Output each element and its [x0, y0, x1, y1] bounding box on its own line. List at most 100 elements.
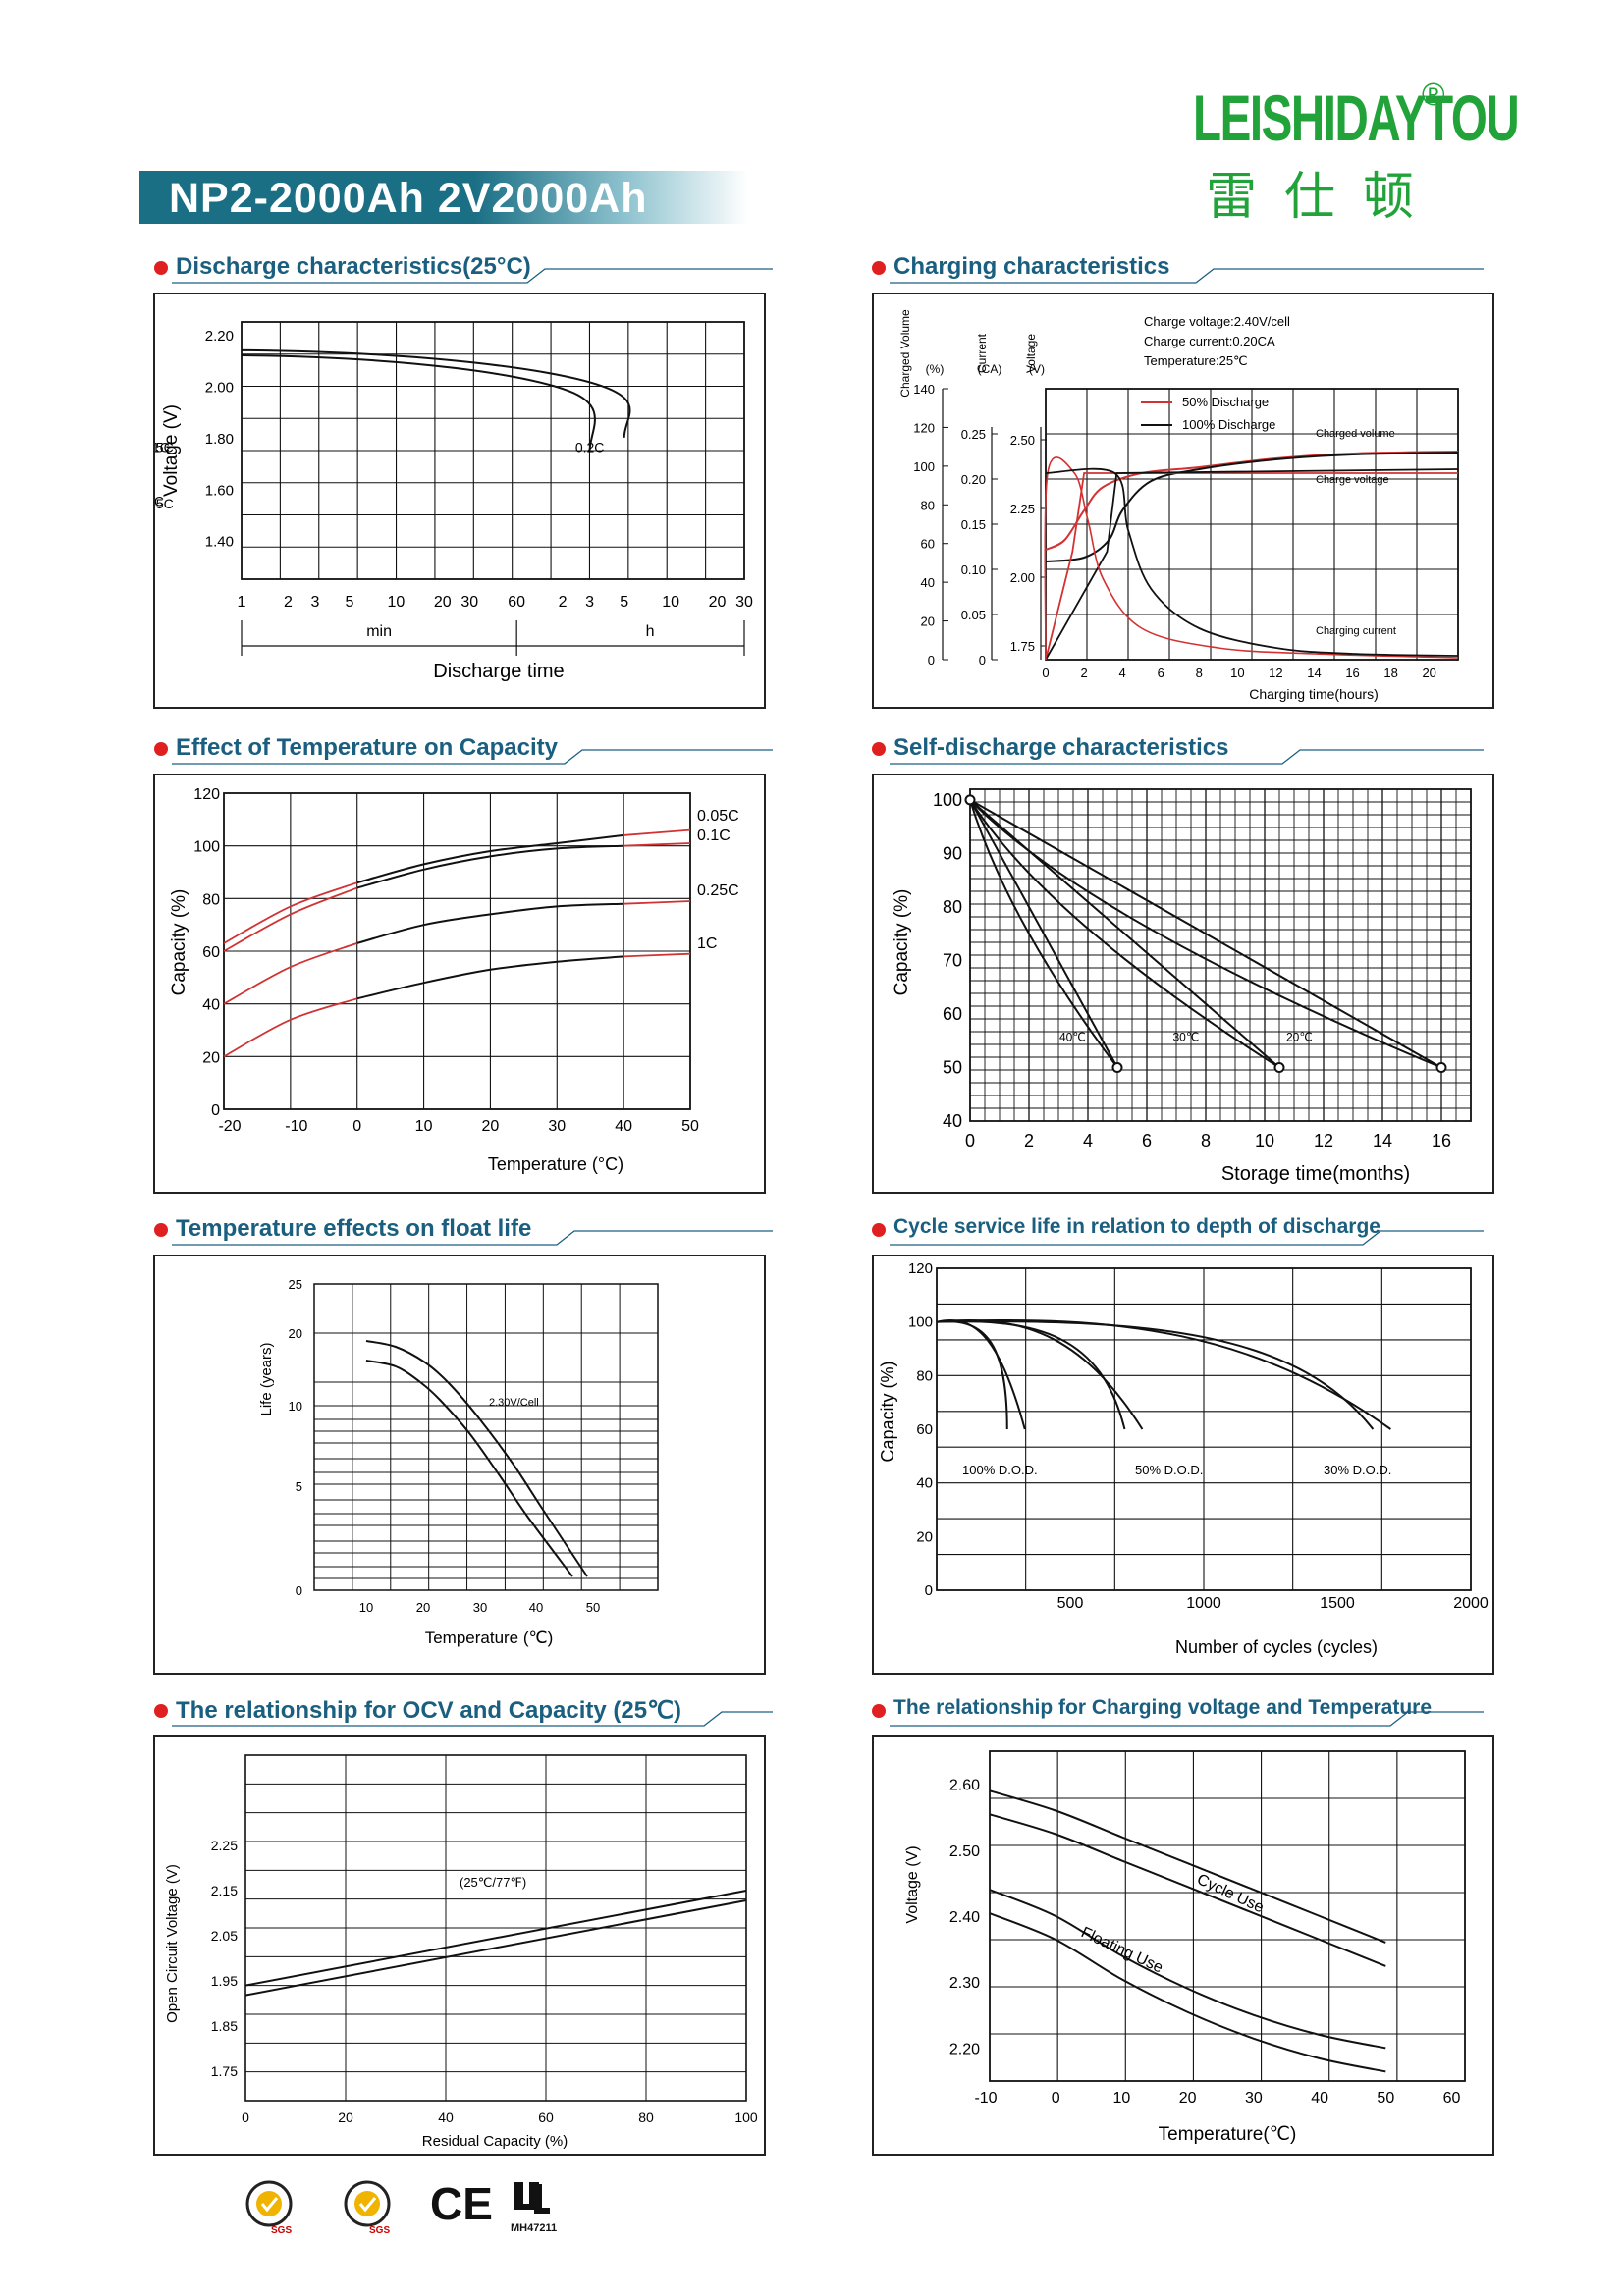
- discharge-curve: [241, 354, 596, 452]
- voltage-curve-upper: [989, 1789, 1386, 1944]
- charge-voltage-50: [1045, 472, 1458, 661]
- x-tick-label: 12: [1314, 1131, 1333, 1150]
- chart-temp-capacity: 120 100 80 60 40 20 0 -20 -10 0 10 20 30 40 50 Capacity…: [153, 774, 766, 1194]
- charge-info: Charge voltage:2.40V/cell: [1144, 314, 1290, 329]
- x-tick-label: 10: [1255, 1131, 1274, 1150]
- y-tick-label: 100: [913, 459, 935, 474]
- annotation: (25℃/77℉): [460, 1875, 526, 1890]
- x-tick-label: -10: [285, 1118, 307, 1135]
- plot-area: [989, 1750, 1466, 2082]
- section-title: Effect of Temperature on Capacity: [176, 734, 558, 761]
- x-tick-label: 20: [416, 1600, 430, 1615]
- y-tick-label: 1.40: [205, 534, 234, 551]
- x-tick-label: 10: [1113, 2090, 1131, 2107]
- x-tick-label: 0: [352, 1118, 361, 1135]
- series-label: 20℃: [1286, 1031, 1313, 1044]
- y-tick-label: 80: [921, 498, 935, 512]
- axis-header: Current: [975, 333, 989, 373]
- x-tick-label: 0: [1052, 2090, 1060, 2107]
- x-tick-label: 3: [310, 594, 319, 611]
- x-tick-label: 60: [538, 2109, 554, 2125]
- x-axis-label: Temperature (℃): [425, 1629, 554, 1647]
- float-life-curve: [365, 1340, 588, 1577]
- title-banner: NP2-2000Ah 2V2000Ah: [139, 171, 748, 224]
- ul-code: MH47211: [511, 2222, 557, 2234]
- capacity-curve-cold: [223, 886, 358, 952]
- capacity-curve-warm: [623, 900, 691, 905]
- cycle-curve: [936, 1318, 1391, 1430]
- bullet-icon: [154, 1704, 168, 1718]
- capacity-curve-cold: [223, 997, 357, 1058]
- x-tick-label: 30: [548, 1118, 566, 1135]
- series-label: 100% D.O.D.: [962, 1463, 1038, 1477]
- y-tick-label: 0.20: [961, 472, 986, 487]
- capacity-curve-cold: [223, 881, 358, 944]
- cycle-curve: [936, 1318, 1026, 1430]
- x-axis-label: Temperature (°C): [488, 1154, 623, 1174]
- y-tick-label: 2.25: [1010, 502, 1035, 516]
- x-tick-label: 18: [1383, 666, 1397, 680]
- series-label: 0.1C: [155, 440, 170, 455]
- series-label: 0.2C: [575, 440, 605, 455]
- start-marker: [964, 794, 976, 806]
- y-tick-label: 120: [913, 420, 935, 435]
- registered-mark: ®: [1422, 77, 1445, 112]
- series-label: 1C: [697, 935, 717, 952]
- y-tick-label: 1.75: [211, 2063, 238, 2079]
- sgs-label: SGS: [271, 2225, 292, 2236]
- y-tick-label: 2.50: [949, 1843, 980, 1860]
- self-discharge-curve: [969, 799, 1118, 1069]
- x-tick-label: 5: [346, 594, 354, 611]
- capacity-curve: [356, 955, 624, 1000]
- series-label: 40℃: [1059, 1031, 1086, 1044]
- y-tick-label: 70: [943, 950, 962, 970]
- x-tick-label: 2: [1080, 666, 1087, 680]
- y-tick-label: 1.75: [1010, 639, 1035, 654]
- y-tick-label: 100: [193, 839, 220, 856]
- x-axis-label: Number of cycles (cycles): [1175, 1637, 1378, 1657]
- x-tick-label: 20: [434, 594, 452, 611]
- x-tick-label: 6: [1158, 666, 1164, 680]
- y-tick-label: 120: [908, 1260, 933, 1277]
- x-tick-label: -10: [974, 2090, 997, 2107]
- x-axis-label: Residual Capacity (%): [422, 2133, 568, 2150]
- legend-label: 100% Discharge: [1182, 417, 1275, 432]
- y-tick-label: 1.85: [211, 2018, 238, 2034]
- y-tick-label: 2.60: [949, 1778, 980, 1794]
- brand-logo-text: LEISHIDAYTOU: [1193, 81, 1520, 154]
- y-tick-label: 100: [933, 790, 962, 810]
- ocv-line-lower: [244, 1899, 747, 1997]
- x-tick-label: 2: [1024, 1131, 1034, 1150]
- x-tick-label: 1: [238, 594, 246, 611]
- capacity-curve-warm: [623, 842, 691, 847]
- y-tick-label: 2.15: [211, 1883, 238, 1898]
- y-tick-label: 120: [193, 786, 220, 803]
- y-tick-label: 80: [202, 891, 220, 908]
- y-tick-label: 1.95: [211, 1973, 238, 1989]
- capacity-curve-warm: [623, 952, 691, 958]
- y-tick-label: 25: [289, 1277, 302, 1292]
- y-tick-label: 0: [925, 1582, 933, 1599]
- x-tick-label: 60: [1443, 2090, 1461, 2107]
- self-discharge-line: [969, 799, 1442, 1069]
- y-tick-label: 20: [202, 1049, 220, 1066]
- x-tick-label: 20: [482, 1118, 500, 1135]
- axis-unit: (CA): [978, 362, 1002, 376]
- charging-current-100: [1045, 467, 1459, 657]
- x-tick-label: 30: [1245, 2090, 1263, 2107]
- x-tick-label: 60: [508, 594, 525, 611]
- discharge-curve: [241, 348, 631, 438]
- x-tick-label: 80: [638, 2109, 654, 2125]
- y-tick-label: 40: [921, 575, 935, 590]
- y-tick-label: 20: [916, 1528, 933, 1545]
- x-tick-label: 4: [1083, 1131, 1093, 1150]
- y-axis-label: Capacity (%): [878, 1361, 897, 1462]
- y-tick-label: 0: [211, 1102, 220, 1119]
- y-tick-label: 5: [296, 1479, 302, 1494]
- certification-marks: SGS SGS CE MH47211: [244, 2174, 577, 2248]
- x-tick-label: 10: [359, 1600, 373, 1615]
- x-tick-label: 0: [965, 1131, 975, 1150]
- self-discharge-curve: [969, 799, 1280, 1069]
- y-tick-label: 40: [202, 997, 220, 1014]
- x-tick-label: 2: [559, 594, 568, 611]
